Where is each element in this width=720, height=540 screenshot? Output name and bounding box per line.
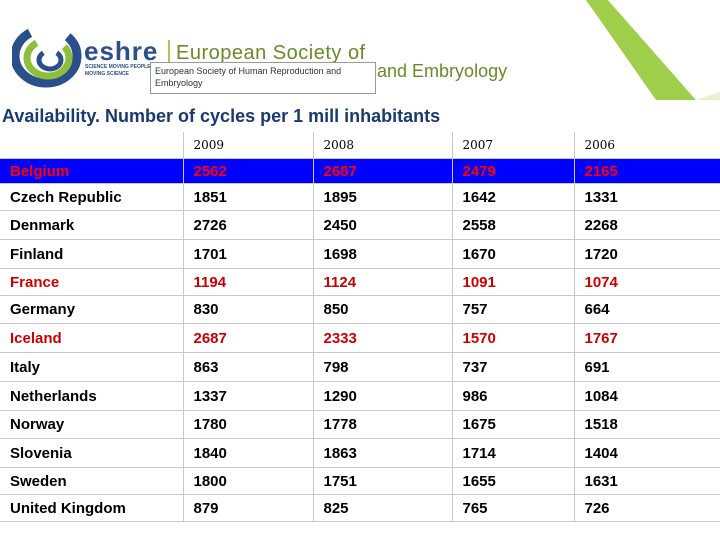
value-cell-2006: 1767 bbox=[574, 323, 720, 353]
brand-tagline-1: SCIENCE MOVING PEOPLE bbox=[85, 64, 151, 70]
table-row-united-kingdom: United Kingdom 879 825 765 726 bbox=[0, 494, 720, 522]
value-cell-2007: 1670 bbox=[452, 239, 575, 269]
value-cell-2008: 1778 bbox=[313, 410, 453, 439]
value-cell-2008: 2333 bbox=[313, 323, 453, 353]
country-cell: Czech Republic bbox=[0, 183, 184, 211]
value-cell-2006: 1720 bbox=[574, 239, 720, 269]
country-cell: Iceland bbox=[0, 323, 184, 353]
value-cell-2007: 2558 bbox=[452, 210, 575, 240]
corner-decoration-icon bbox=[586, 0, 720, 100]
table-row-czech-republic: Czech Republic 1851 1895 1642 1331 bbox=[0, 183, 720, 211]
table-row-netherlands: Netherlands 1337 1290 986 1084 bbox=[0, 381, 720, 411]
table-row-slovenia: Slovenia 1840 1863 1714 1404 bbox=[0, 438, 720, 468]
value-cell-2007: 1642 bbox=[452, 183, 575, 211]
value-cell-2008: 1290 bbox=[313, 381, 453, 411]
table-row-finland: Finland 1701 1698 1670 1720 bbox=[0, 239, 720, 269]
value-cell-2008: 850 bbox=[313, 295, 453, 324]
column-header-2006: 2006 bbox=[574, 132, 720, 159]
table-row-france: France 1194 1124 1091 1074 bbox=[0, 268, 720, 296]
org-name-overlay-box: European Society of Human Reproduction a… bbox=[150, 62, 376, 94]
value-cell-2006: 1331 bbox=[574, 183, 720, 211]
value-cell-2007: 1655 bbox=[452, 467, 575, 495]
country-cell: Norway bbox=[0, 410, 184, 439]
value-cell-2006: 2268 bbox=[574, 210, 720, 240]
country-cell: Netherlands bbox=[0, 381, 184, 411]
country-cell: Germany bbox=[0, 295, 184, 324]
value-cell-2006: 2165 bbox=[574, 158, 720, 184]
value-cell-2008: 2450 bbox=[313, 210, 453, 240]
eshre-swirl-logo-icon bbox=[12, 24, 82, 88]
country-cell: Denmark bbox=[0, 210, 184, 240]
value-cell-2009: 2562 bbox=[183, 158, 314, 184]
brand-name: eshre bbox=[84, 36, 159, 66]
value-cell-2008: 1124 bbox=[313, 268, 453, 296]
org-name-line2: on and Embryology bbox=[352, 61, 508, 81]
table-row-norway: Norway 1780 1778 1675 1518 bbox=[0, 410, 720, 439]
value-cell-2007: 986 bbox=[452, 381, 575, 411]
value-cell-2009: 1780 bbox=[183, 410, 314, 439]
value-cell-2009: 830 bbox=[183, 295, 314, 324]
value-cell-2008: 798 bbox=[313, 352, 453, 382]
column-header-2009: 2009 bbox=[183, 132, 314, 159]
table-row-sweden: Sweden 1800 1751 1655 1631 bbox=[0, 467, 720, 495]
header-logo-area: eshre SCIENCE MOVING PEOPLE MOVING SCIEN… bbox=[0, 0, 720, 100]
value-cell-2006: 1084 bbox=[574, 381, 720, 411]
value-cell-2007: 765 bbox=[452, 494, 575, 522]
value-cell-2006: 664 bbox=[574, 295, 720, 324]
value-cell-2007: 1675 bbox=[452, 410, 575, 439]
value-cell-2009: 1851 bbox=[183, 183, 314, 211]
column-header-2008: 2008 bbox=[313, 132, 453, 159]
table-row-denmark: Denmark 2726 2450 2558 2268 bbox=[0, 210, 720, 240]
value-cell-2006: 1518 bbox=[574, 410, 720, 439]
value-cell-2009: 2726 bbox=[183, 210, 314, 240]
value-cell-2008: 1698 bbox=[313, 239, 453, 269]
value-cell-2008: 825 bbox=[313, 494, 453, 522]
value-cell-2009: 1337 bbox=[183, 381, 314, 411]
value-cell-2007: 1570 bbox=[452, 323, 575, 353]
value-cell-2006: 691 bbox=[574, 352, 720, 382]
value-cell-2007: 2479 bbox=[452, 158, 575, 184]
country-cell: Sweden bbox=[0, 467, 184, 495]
value-cell-2009: 879 bbox=[183, 494, 314, 522]
value-cell-2006: 726 bbox=[574, 494, 720, 522]
cycles-table: 2009 2008 2007 2006 Belgium 2562 2687 24… bbox=[0, 132, 720, 522]
value-cell-2007: 1091 bbox=[452, 268, 575, 296]
value-cell-2009: 863 bbox=[183, 352, 314, 382]
overlay-line1: European Society of Human Reproduction a… bbox=[155, 66, 342, 76]
value-cell-2008: 1863 bbox=[313, 438, 453, 468]
overlay-line2: Embryology bbox=[155, 78, 203, 88]
org-name-line1: European Society of bbox=[176, 42, 366, 64]
column-header-2007: 2007 bbox=[452, 132, 575, 159]
country-cell: France bbox=[0, 268, 184, 296]
value-cell-2007: 1714 bbox=[452, 438, 575, 468]
value-cell-2008: 1895 bbox=[313, 183, 453, 211]
country-cell: Slovenia bbox=[0, 438, 184, 468]
value-cell-2009: 1194 bbox=[183, 268, 314, 296]
country-cell: United Kingdom bbox=[0, 494, 184, 522]
value-cell-2007: 737 bbox=[452, 352, 575, 382]
country-cell: Italy bbox=[0, 352, 184, 382]
brand-tagline-2: MOVING SCIENCE bbox=[85, 71, 129, 77]
table-row-iceland: Iceland 2687 2333 1570 1767 bbox=[0, 323, 720, 353]
table-row-italy: Italy 863 798 737 691 bbox=[0, 352, 720, 382]
org-name-overlay-text: European Society of Human Reproduction a… bbox=[155, 65, 341, 89]
value-cell-2008: 1751 bbox=[313, 467, 453, 495]
value-cell-2006: 1404 bbox=[574, 438, 720, 468]
value-cell-2008: 2687 bbox=[313, 158, 453, 184]
table-header-row: 2009 2008 2007 2006 bbox=[0, 132, 720, 159]
table-row-belgium: Belgium 2562 2687 2479 2165 bbox=[0, 158, 720, 184]
value-cell-2006: 1074 bbox=[574, 268, 720, 296]
value-cell-2009: 1701 bbox=[183, 239, 314, 269]
table-row-germany: Germany 830 850 757 664 bbox=[0, 295, 720, 324]
value-cell-2009: 2687 bbox=[183, 323, 314, 353]
column-header-country bbox=[0, 132, 184, 159]
country-cell: Finland bbox=[0, 239, 184, 269]
value-cell-2006: 1631 bbox=[574, 467, 720, 495]
value-cell-2009: 1840 bbox=[183, 438, 314, 468]
value-cell-2009: 1800 bbox=[183, 467, 314, 495]
page-title: Availability. Number of cycles per 1 mil… bbox=[2, 106, 441, 126]
value-cell-2007: 757 bbox=[452, 295, 575, 324]
country-cell: Belgium bbox=[0, 158, 184, 184]
